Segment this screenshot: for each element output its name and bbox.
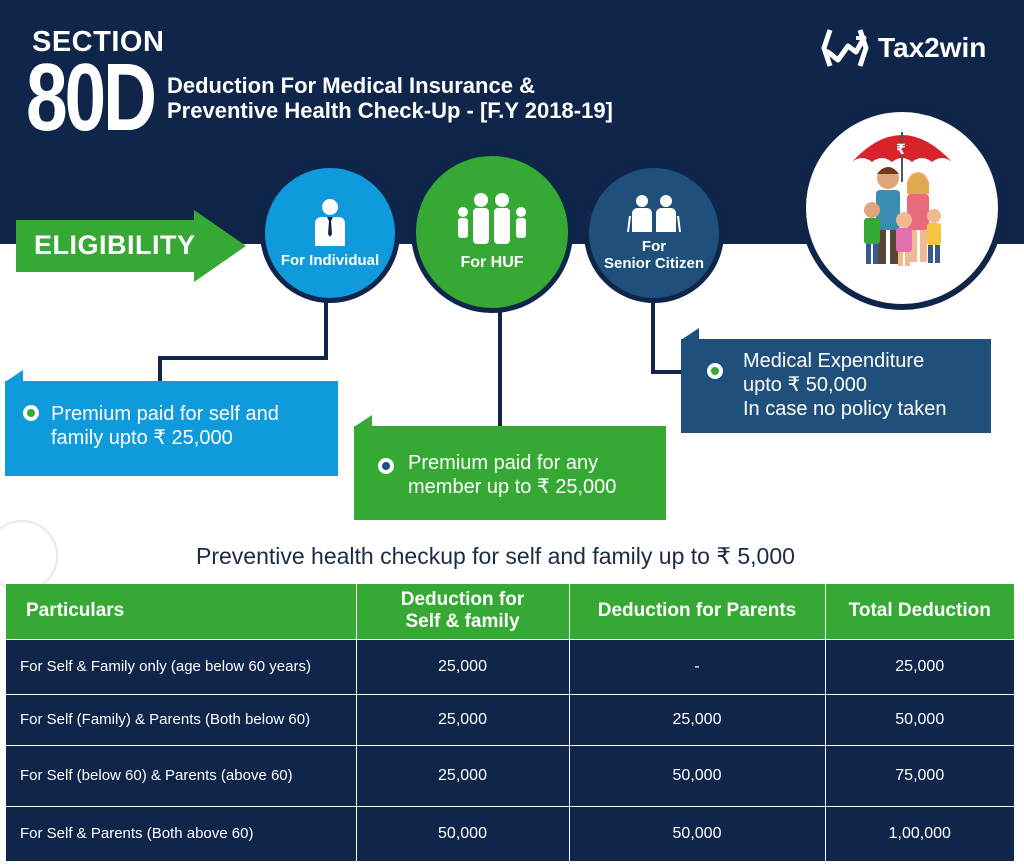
cell-total: 25,000 bbox=[825, 638, 1014, 694]
title-line-1: Deduction For Medical Insurance & bbox=[167, 73, 535, 98]
cell-particulars: For Self & Family only (age below 60 yea… bbox=[6, 638, 357, 694]
detail-box-huf: Premium paid for any member up to ₹ 25,0… bbox=[354, 415, 666, 520]
header-self-family: Deduction for Self & family bbox=[356, 584, 570, 639]
bullet-dot-icon bbox=[707, 363, 723, 379]
watermark-rupee-icon bbox=[0, 520, 58, 592]
cell-parents: 50,000 bbox=[569, 744, 826, 806]
title-line-2: Preventive Health Check-Up - [F.Y 2018-1… bbox=[167, 98, 613, 123]
cell-self-family: 25,000 bbox=[356, 638, 570, 694]
category-senior-citizen: For Senior Citizen bbox=[584, 163, 724, 303]
elderly-couple-icon bbox=[627, 195, 681, 232]
box-flag-individual bbox=[5, 370, 23, 382]
category-huf: For HUF bbox=[411, 151, 573, 313]
svg-text:₹: ₹ bbox=[896, 142, 906, 158]
cell-parents: - bbox=[569, 638, 826, 694]
eligibility-arrow: ELIGIBILITY bbox=[16, 210, 246, 282]
table-row: For Self & Family only (age below 60 yea… bbox=[6, 638, 1014, 694]
businessman-icon bbox=[315, 198, 345, 246]
cell-parents: 25,000 bbox=[569, 693, 826, 745]
cell-particulars: For Self & Parents (Both above 60) bbox=[6, 805, 357, 861]
cell-total: 1,00,000 bbox=[825, 805, 1014, 861]
tax2win-logo-icon bbox=[821, 29, 869, 67]
section-label: SECTION bbox=[32, 26, 165, 58]
category-huf-label: For HUF bbox=[460, 254, 524, 271]
logo-text: Tax2win bbox=[878, 32, 987, 63]
table-row: For Self (Family) & Parents (Both below … bbox=[6, 693, 1014, 745]
bullet-dot-icon bbox=[378, 458, 394, 474]
detail-box-individual: Premium paid for self and family upto ₹ … bbox=[5, 370, 338, 476]
preventive-checkup-note: Preventive health checkup for self and f… bbox=[196, 543, 795, 569]
box-flag-huf bbox=[354, 415, 372, 427]
connector-individual-horizontal bbox=[158, 356, 328, 360]
connector-senior-vertical bbox=[651, 300, 655, 374]
cell-total: 75,000 bbox=[825, 744, 1014, 806]
brand-logo: Tax2win bbox=[820, 26, 986, 70]
section-number: 80D bbox=[26, 44, 157, 151]
connector-individual-vertical bbox=[324, 300, 328, 358]
detail-senior-text: Medical Expenditure upto ₹ 50,000 In cas… bbox=[743, 350, 947, 420]
table-row: For Self (below 60) & Parents (above 60)… bbox=[6, 744, 1014, 806]
page-title: Deduction For Medical Insurance & Preven… bbox=[167, 73, 613, 123]
arrow-shape-icon bbox=[16, 210, 246, 282]
header-parents: Deduction for Parents bbox=[569, 584, 826, 639]
cell-particulars: For Self (Family) & Parents (Both below … bbox=[6, 693, 357, 745]
cell-self-family: 25,000 bbox=[356, 744, 570, 806]
box-flag-senior bbox=[681, 328, 699, 340]
cell-total: 50,000 bbox=[825, 693, 1014, 745]
table-header-row: Particulars Deduction for Self & family … bbox=[6, 584, 1014, 639]
family-umbrella-icon: ₹ bbox=[852, 132, 952, 266]
connector-huf-vertical bbox=[498, 310, 502, 428]
detail-huf-text: Premium paid for any member up to ₹ 25,0… bbox=[408, 452, 617, 498]
family-group-icon bbox=[458, 193, 526, 244]
cell-self-family: 50,000 bbox=[356, 805, 570, 861]
table-row: For Self & Parents (Both above 60) 50,00… bbox=[6, 805, 1014, 861]
cell-parents: 50,000 bbox=[569, 805, 826, 861]
family-umbrella-illustration: ₹ bbox=[800, 106, 1004, 310]
category-individual-label: For Individual bbox=[280, 251, 380, 269]
connector-senior-horizontal bbox=[651, 370, 683, 374]
detail-individual-text: Premium paid for self and family upto ₹ … bbox=[51, 403, 279, 449]
eligibility-label: ELIGIBILITY bbox=[34, 230, 196, 260]
cell-self-family: 25,000 bbox=[356, 693, 570, 745]
cell-particulars: For Self (below 60) & Parents (above 60) bbox=[6, 744, 357, 806]
category-senior-label: For Senior Citizen bbox=[603, 238, 704, 272]
header-total: Total Deduction bbox=[825, 584, 1014, 639]
bullet-dot-icon bbox=[23, 405, 39, 421]
header-particulars: Particulars bbox=[6, 584, 357, 639]
detail-box-senior: Medical Expenditure upto ₹ 50,000 In cas… bbox=[681, 328, 991, 433]
category-individual: For Individual bbox=[260, 163, 400, 303]
deduction-table: Particulars Deduction for Self & family … bbox=[6, 584, 1014, 861]
connector-individual-drop bbox=[158, 356, 162, 382]
